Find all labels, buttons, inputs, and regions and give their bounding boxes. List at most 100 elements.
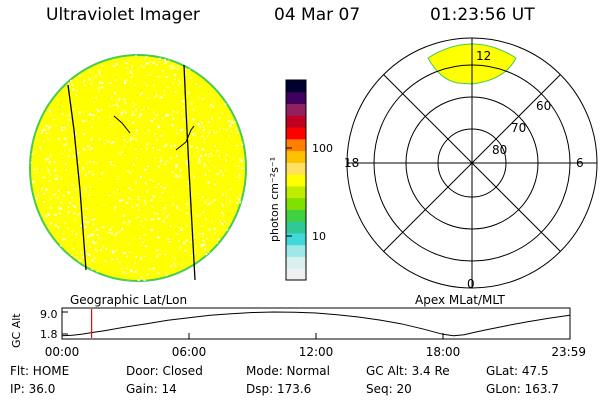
disk-speckle xyxy=(132,105,135,107)
disk-speckle xyxy=(52,194,54,196)
disk-speckle xyxy=(132,102,135,104)
x-tick-marks xyxy=(61,333,571,339)
disk-speckle xyxy=(179,246,181,249)
disk-speckle xyxy=(234,95,236,98)
disk-speckle xyxy=(214,144,216,147)
disk-speckle xyxy=(109,105,111,108)
disk-speckle xyxy=(92,173,95,176)
disk-speckle xyxy=(95,162,98,164)
disk-speckle xyxy=(153,211,155,215)
disk-speckle xyxy=(146,74,148,76)
disk-speckle xyxy=(211,81,214,83)
disk-speckle xyxy=(197,161,200,163)
disk-speckle xyxy=(204,173,207,176)
disk-speckle xyxy=(88,194,91,197)
disk-speckle xyxy=(42,214,44,216)
disk-speckle xyxy=(190,101,193,105)
disk-speckle xyxy=(204,248,207,251)
disk-speckle xyxy=(167,238,170,240)
disk-speckle xyxy=(101,81,104,84)
disk-speckle xyxy=(198,97,200,99)
disk-speckle xyxy=(195,83,197,85)
polar-plot: 80 70 60 12 0 18 6 xyxy=(344,37,598,291)
x-tick-label: 18:00 xyxy=(426,345,461,359)
disk-speckle xyxy=(131,135,133,137)
disk-speckle xyxy=(160,159,163,162)
disk-speckle xyxy=(225,169,227,171)
disk-speckle xyxy=(236,202,238,205)
disk-speckle xyxy=(112,104,115,106)
disk-speckle xyxy=(60,201,62,204)
disk-speckle xyxy=(217,172,220,175)
disk-speckle xyxy=(150,199,152,202)
disk-speckle xyxy=(74,205,77,209)
disk-speckle xyxy=(202,128,205,132)
disk-speckle xyxy=(92,114,94,116)
disk-speckle xyxy=(71,84,74,86)
colorbar-segment xyxy=(286,162,306,175)
disk-speckle xyxy=(135,157,138,159)
disk-speckle xyxy=(135,138,137,141)
disk-speckle xyxy=(224,221,226,223)
disk-speckle xyxy=(98,73,101,75)
disk-speckle xyxy=(164,61,167,64)
disk-speckle xyxy=(182,128,184,131)
disk-speckle xyxy=(243,76,245,79)
disk-speckle xyxy=(108,228,112,231)
disk-speckle xyxy=(89,160,91,163)
disk-speckle xyxy=(93,218,96,220)
disk-speckle xyxy=(167,214,169,217)
disk-speckle xyxy=(237,241,240,244)
disk-speckle xyxy=(118,261,121,264)
disk-speckle xyxy=(218,154,221,158)
disk-speckle xyxy=(78,278,81,281)
disk-speckle xyxy=(164,206,167,210)
disk-speckle xyxy=(190,59,193,63)
disk-speckle xyxy=(104,260,107,263)
disk-speckle xyxy=(92,223,95,226)
disk-speckle xyxy=(196,215,199,218)
disk-speckle xyxy=(59,206,61,209)
disk-speckle xyxy=(45,231,48,233)
disk-speckle xyxy=(200,225,203,227)
disk-speckle xyxy=(64,271,66,274)
disk-speckle xyxy=(57,196,59,199)
disk-speckle xyxy=(114,234,117,237)
disk-speckle xyxy=(129,199,132,201)
earth-disk-fill xyxy=(29,54,247,282)
disk-speckle xyxy=(243,79,245,82)
disk-speckle xyxy=(208,131,211,134)
disk-speckle xyxy=(188,61,191,63)
disk-speckle xyxy=(212,106,215,109)
disk-speckle xyxy=(131,114,133,117)
disk-speckle xyxy=(207,135,209,138)
disk-speckle xyxy=(39,233,41,235)
disk-speckle xyxy=(205,253,208,256)
disk-speckle xyxy=(51,92,55,96)
disk-speckle xyxy=(212,261,215,263)
disk-speckle xyxy=(154,133,157,135)
disk-speckle xyxy=(239,271,242,275)
disk-speckle xyxy=(209,271,210,273)
disk-speckle xyxy=(54,251,57,255)
colorbar-segment xyxy=(286,244,306,257)
disk-speckle xyxy=(166,216,168,218)
disk-speckle xyxy=(67,64,70,67)
colorbar-segment xyxy=(286,138,306,152)
disk-speckle xyxy=(232,257,235,260)
colorbar-segment xyxy=(286,91,306,105)
disk-speckle xyxy=(211,276,213,280)
disk-speckle xyxy=(126,255,128,258)
disk-speckle xyxy=(87,235,89,239)
disk-speckle xyxy=(85,231,88,233)
disk-speckle xyxy=(104,56,107,59)
disk-speckle xyxy=(159,253,161,256)
disk-speckle xyxy=(195,245,197,248)
disk-speckle xyxy=(237,77,240,80)
disk-speckle xyxy=(220,112,223,114)
disk-speckle xyxy=(144,58,146,60)
disk-speckle xyxy=(237,71,240,74)
disk-speckle xyxy=(192,133,195,136)
disk-speckle xyxy=(97,110,100,112)
disk-speckle xyxy=(57,254,60,256)
